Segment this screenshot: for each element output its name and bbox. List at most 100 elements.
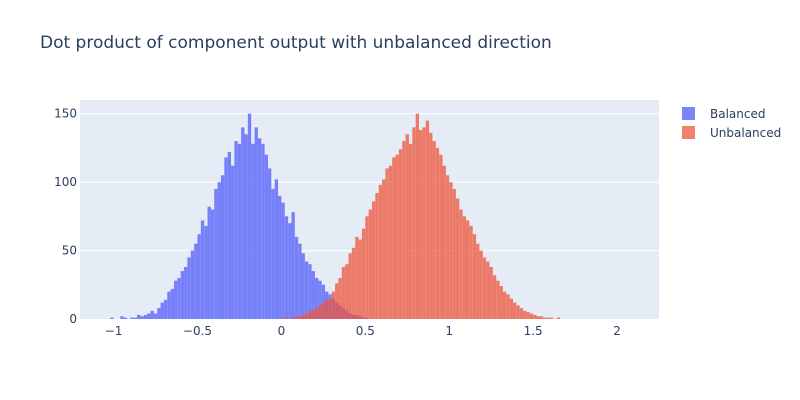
bar-unbalanced-14[interactable]: [325, 299, 329, 319]
legend-item-unbalanced[interactable]: Unbalanced: [682, 123, 781, 142]
bar-unbalanced-19[interactable]: [341, 266, 346, 319]
bar-balanced-37[interactable]: [234, 141, 238, 319]
bar-unbalanced-57[interactable]: [469, 225, 473, 319]
bar-balanced-18[interactable]: [170, 288, 174, 319]
bar-unbalanced-7[interactable]: [301, 314, 305, 319]
bar-balanced-40[interactable]: [244, 134, 248, 319]
legend-item-balanced[interactable]: Balanced: [682, 104, 781, 123]
bar-balanced-34[interactable]: [224, 157, 228, 319]
bar-balanced-23[interactable]: [187, 257, 191, 319]
bar-unbalanced-41[interactable]: [415, 113, 420, 319]
bar-balanced-20[interactable]: [177, 277, 181, 319]
bar-unbalanced-50[interactable]: [445, 175, 450, 319]
bar-balanced-43[interactable]: [254, 127, 258, 319]
bar-balanced-62[interactable]: [318, 280, 322, 319]
bar-unbalanced-43[interactable]: [422, 127, 426, 319]
bar-unbalanced-67[interactable]: [502, 291, 507, 319]
bar-unbalanced-69[interactable]: [509, 298, 513, 319]
bar-balanced-60[interactable]: [311, 271, 315, 319]
bar-balanced-19[interactable]: [173, 280, 178, 319]
bar-unbalanced-16[interactable]: [331, 291, 336, 319]
bar-balanced-56[interactable]: [298, 243, 302, 319]
bar-balanced-13[interactable]: [153, 313, 158, 319]
bar-unbalanced-18[interactable]: [338, 277, 342, 319]
bar-unbalanced-35[interactable]: [395, 154, 399, 319]
bar-unbalanced-8[interactable]: [304, 313, 309, 319]
bar-unbalanced-81[interactable]: [549, 317, 554, 319]
bar-balanced-42[interactable]: [251, 143, 255, 319]
bar-unbalanced-45[interactable]: [429, 132, 433, 319]
bar-unbalanced-38[interactable]: [405, 134, 409, 319]
bar-unbalanced-51[interactable]: [449, 182, 453, 319]
bar-unbalanced-28[interactable]: [372, 201, 376, 319]
bar-balanced-36[interactable]: [231, 165, 235, 319]
bar-unbalanced-21[interactable]: [348, 253, 352, 319]
bar-unbalanced-33[interactable]: [388, 165, 393, 319]
bar-balanced-17[interactable]: [167, 291, 171, 319]
bar-balanced-10[interactable]: [143, 314, 148, 319]
bar-balanced-4[interactable]: [123, 317, 127, 319]
bar-unbalanced-22[interactable]: [351, 247, 356, 319]
bar-unbalanced-31[interactable]: [382, 179, 386, 319]
bar-balanced-63[interactable]: [321, 284, 326, 319]
bar-unbalanced-71[interactable]: [516, 305, 520, 319]
bar-unbalanced-64[interactable]: [492, 275, 497, 319]
bar-balanced-15[interactable]: [160, 302, 164, 319]
bar-unbalanced-10[interactable]: [311, 310, 315, 319]
bar-unbalanced-61[interactable]: [482, 257, 487, 319]
bar-balanced-49[interactable]: [274, 179, 279, 319]
bar-unbalanced-58[interactable]: [472, 234, 477, 319]
bar-unbalanced-75[interactable]: [529, 313, 534, 319]
bar-unbalanced-80[interactable]: [546, 317, 550, 319]
bar-unbalanced-42[interactable]: [419, 130, 423, 319]
bar-unbalanced-23[interactable]: [355, 236, 359, 319]
bar-balanced-38[interactable]: [237, 143, 242, 319]
bar-unbalanced-11[interactable]: [314, 308, 319, 319]
bar-balanced-52[interactable]: [284, 216, 289, 319]
bar-unbalanced-52[interactable]: [452, 188, 456, 319]
bar-unbalanced-6[interactable]: [298, 316, 302, 319]
bar-balanced-0[interactable]: [110, 317, 114, 319]
bar-unbalanced-15[interactable]: [328, 298, 332, 319]
bar-unbalanced-30[interactable]: [378, 184, 383, 319]
bar-unbalanced-70[interactable]: [512, 302, 517, 319]
bar-balanced-31[interactable]: [214, 188, 218, 319]
bar-unbalanced-46[interactable]: [432, 141, 436, 319]
bar-unbalanced-2[interactable]: [284, 317, 289, 319]
bar-unbalanced-13[interactable]: [321, 302, 326, 319]
bar-unbalanced-66[interactable]: [499, 286, 503, 319]
bar-balanced-16[interactable]: [163, 299, 168, 319]
bar-balanced-12[interactable]: [150, 310, 154, 319]
bar-balanced-47[interactable]: [267, 168, 272, 319]
bar-balanced-32[interactable]: [217, 182, 221, 319]
bar-unbalanced-12[interactable]: [318, 305, 322, 319]
bar-balanced-48[interactable]: [271, 188, 275, 319]
bar-balanced-29[interactable]: [207, 206, 211, 319]
bar-balanced-41[interactable]: [247, 113, 252, 319]
bar-unbalanced-29[interactable]: [375, 193, 379, 319]
bar-unbalanced-54[interactable]: [459, 209, 463, 320]
bar-unbalanced-39[interactable]: [408, 143, 413, 319]
bar-unbalanced-65[interactable]: [496, 280, 500, 319]
bar-balanced-51[interactable]: [281, 202, 285, 319]
bar-balanced-11[interactable]: [147, 313, 151, 319]
bar-balanced-9[interactable]: [140, 316, 144, 319]
bar-unbalanced-74[interactable]: [526, 312, 530, 319]
bar-balanced-57[interactable]: [301, 253, 305, 319]
bar-unbalanced-20[interactable]: [345, 264, 349, 319]
bar-balanced-53[interactable]: [288, 223, 292, 319]
bar-unbalanced-37[interactable]: [402, 141, 406, 319]
bar-balanced-25[interactable]: [194, 243, 198, 319]
bar-unbalanced-47[interactable]: [435, 147, 440, 319]
bar-unbalanced-72[interactable]: [519, 308, 524, 319]
bar-balanced-22[interactable]: [184, 266, 188, 319]
bar-balanced-6[interactable]: [130, 317, 134, 319]
bar-balanced-24[interactable]: [190, 250, 195, 319]
bar-balanced-50[interactable]: [278, 195, 282, 319]
bar-balanced-58[interactable]: [304, 261, 309, 319]
bar-unbalanced-26[interactable]: [365, 216, 369, 319]
bar-balanced-14[interactable]: [157, 308, 161, 319]
bar-balanced-30[interactable]: [210, 209, 215, 320]
bar-balanced-45[interactable]: [261, 143, 265, 319]
bar-unbalanced-48[interactable]: [439, 154, 443, 319]
